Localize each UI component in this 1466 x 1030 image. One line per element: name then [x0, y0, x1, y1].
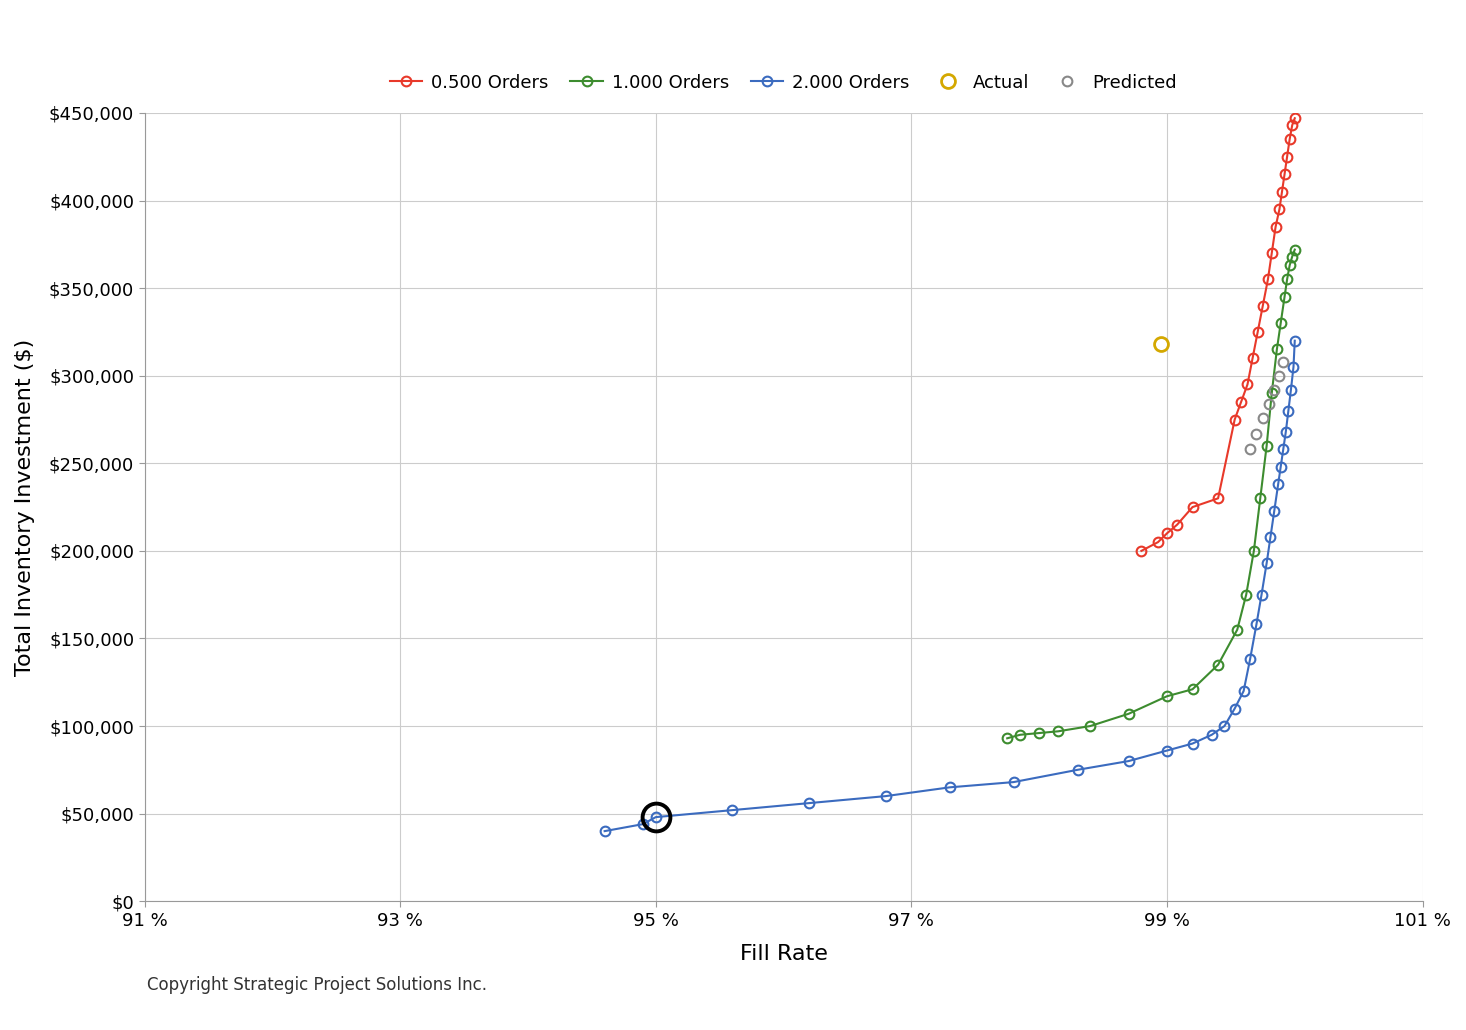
X-axis label: Fill Rate: Fill Rate — [740, 943, 827, 963]
Legend: 0.500 Orders, 1.000 Orders, 2.000 Orders, Actual, Predicted: 0.500 Orders, 1.000 Orders, 2.000 Orders… — [383, 67, 1185, 100]
Text: Copyright Strategic Project Solutions Inc.: Copyright Strategic Project Solutions In… — [147, 976, 487, 994]
Y-axis label: Total Inventory Investment ($): Total Inventory Investment ($) — [15, 339, 35, 676]
